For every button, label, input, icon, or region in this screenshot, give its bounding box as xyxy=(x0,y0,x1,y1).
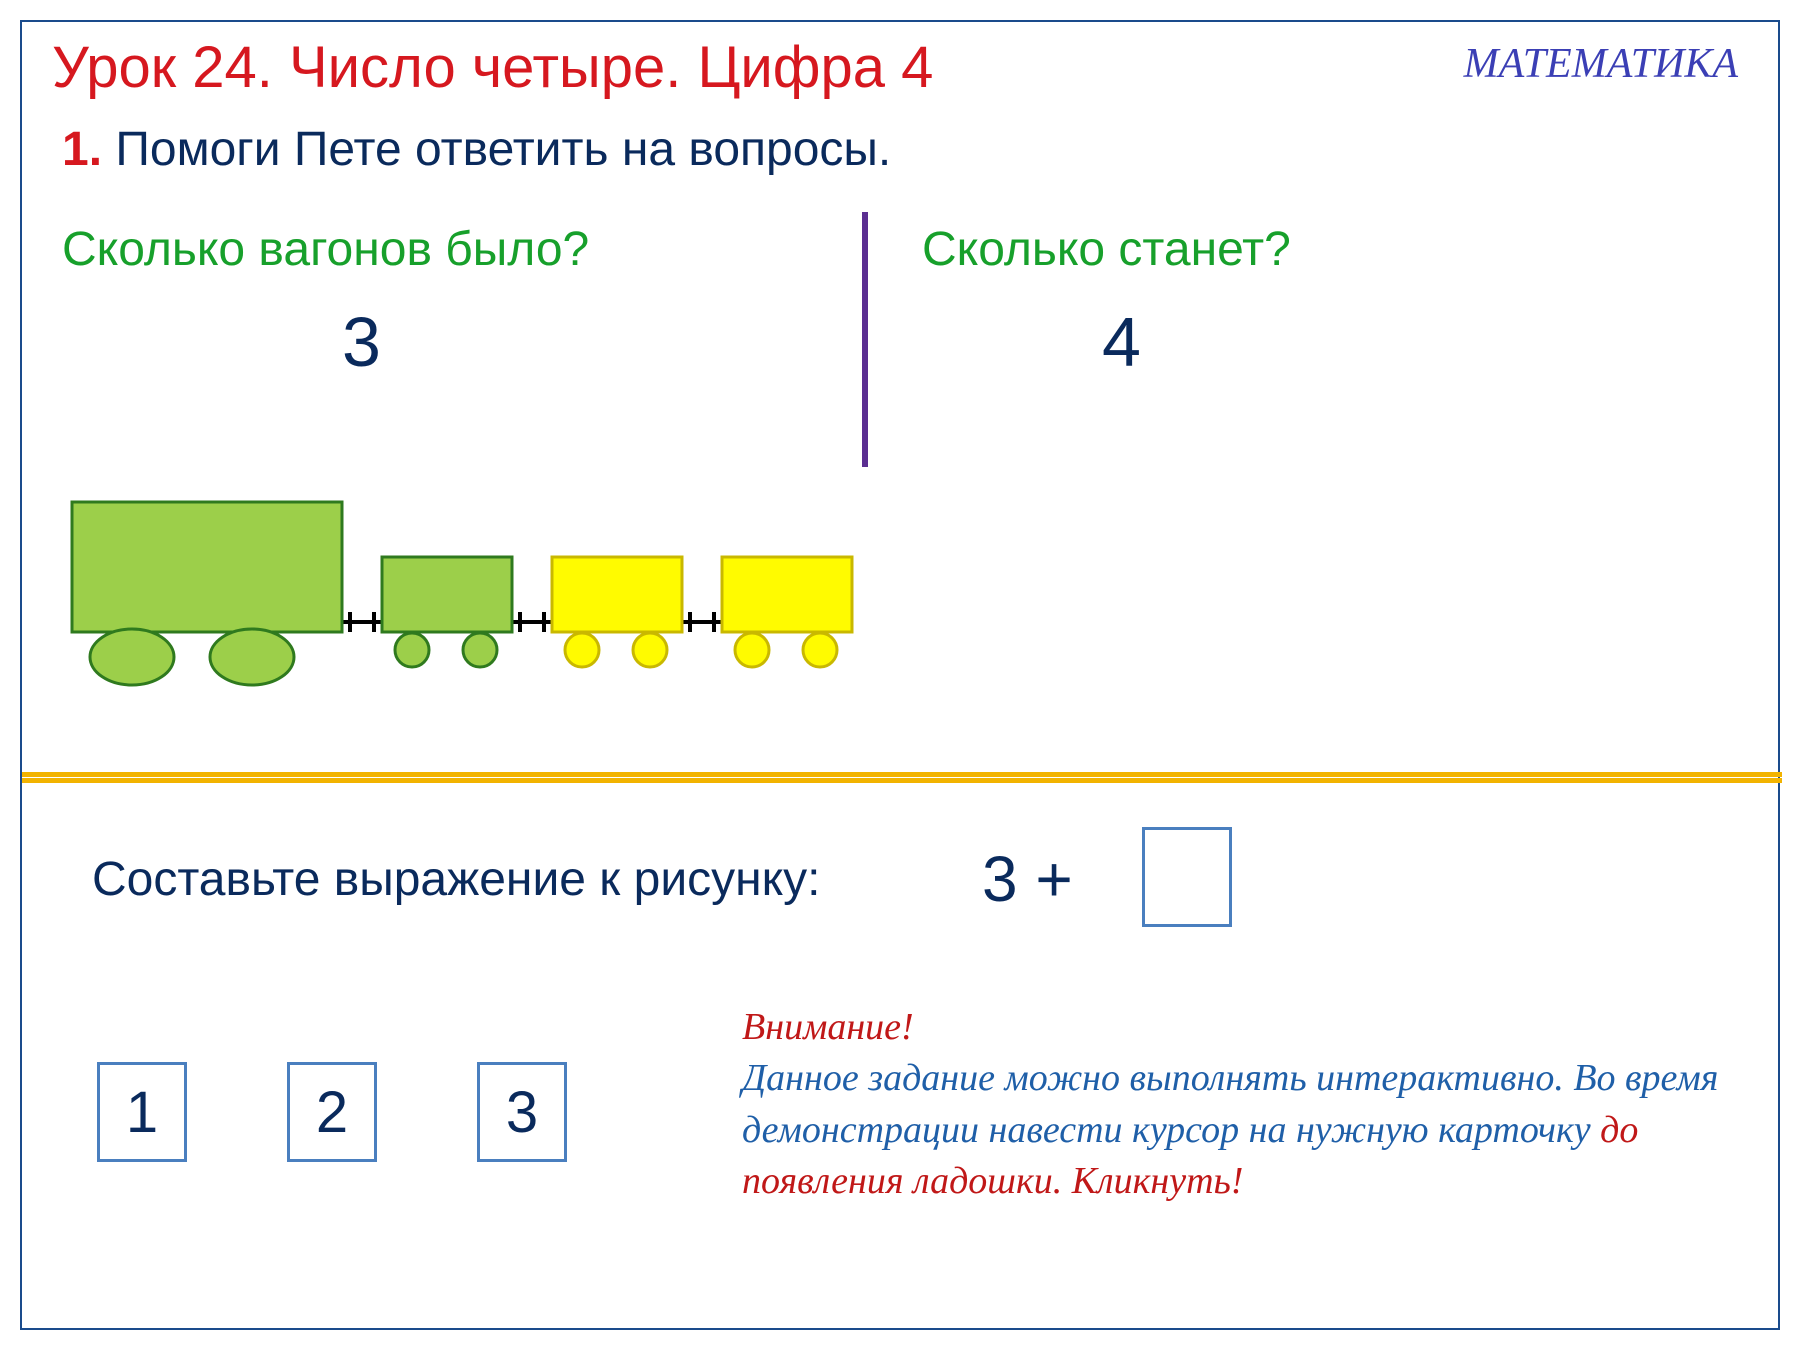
question-right: Сколько станет? xyxy=(922,222,1291,277)
choice-card-3[interactable]: 3 xyxy=(477,1062,567,1162)
slide-frame: Урок 24. Число четыре. Цифра 4 МАТЕМАТИК… xyxy=(20,20,1780,1330)
choice-card-1[interactable]: 1 xyxy=(97,1062,187,1162)
note-warning: Внимание! xyxy=(742,1006,914,1048)
train-diagram xyxy=(62,472,1062,702)
expression-blank[interactable] xyxy=(1142,827,1232,927)
footnote: Внимание! Данное задание можно выполнять… xyxy=(742,1002,1742,1207)
choice-card-2[interactable]: 2 xyxy=(287,1062,377,1162)
vertical-separator xyxy=(862,212,868,467)
task-text: Помоги Пете ответить на вопросы. xyxy=(115,123,891,176)
task-number: 1. xyxy=(62,123,102,176)
horizontal-divider xyxy=(22,772,1782,786)
note-body: Данное задание можно выполнять интеракти… xyxy=(742,1057,1718,1150)
instruction-text: Составьте выражение к рисунку: xyxy=(92,852,821,907)
subject-label: МАТЕМАТИКА xyxy=(1464,40,1738,88)
answer-left: 3 xyxy=(342,302,381,382)
lesson-title: Урок 24. Число четыре. Цифра 4 xyxy=(52,34,933,101)
task-line: 1. Помоги Пете ответить на вопросы. xyxy=(62,122,891,177)
answer-right: 4 xyxy=(1102,302,1141,382)
expression-text: 3 + xyxy=(982,842,1073,916)
question-left: Сколько вагонов было? xyxy=(62,222,589,277)
